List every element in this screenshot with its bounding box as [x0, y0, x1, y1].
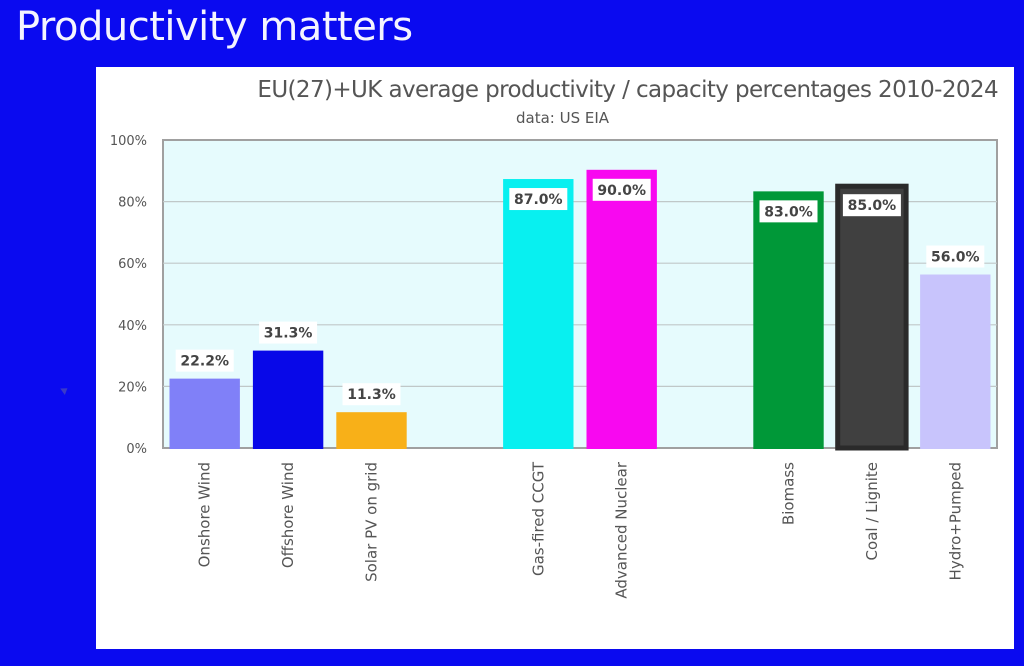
y-tick-label: 80% [118, 196, 147, 211]
data-label-box [259, 321, 318, 344]
y-tick-label: 40% [118, 319, 147, 334]
data-label-box [509, 188, 568, 211]
x-category-label: Solar PV on grid [363, 462, 381, 582]
bar [503, 179, 574, 449]
data-label-box [342, 383, 401, 406]
bar [753, 191, 824, 449]
chart-subtitle: data: US EIA [516, 109, 610, 127]
x-category-label: Onshore Wind [196, 462, 214, 567]
data-label: 11.3% [347, 387, 396, 403]
bar [252, 350, 324, 450]
x-category-label: Coal / Lignite [863, 462, 881, 560]
bar [169, 378, 240, 449]
x-category-label: Hydro+Pumped [946, 462, 964, 580]
data-label: 87.0% [514, 192, 563, 208]
x-category-label: Offshore Wind [279, 462, 297, 568]
bar [835, 183, 909, 451]
x-category-label: Advanced Nuclear [613, 461, 631, 598]
data-label-box [759, 200, 818, 223]
data-label-box [592, 178, 651, 201]
data-label: 90.0% [597, 183, 646, 199]
data-label: 85.0% [848, 198, 897, 214]
y-tick-label: 20% [118, 380, 147, 395]
data-label-box [926, 245, 985, 268]
data-label: 56.0% [931, 250, 980, 266]
x-category-label: Biomass [780, 462, 798, 525]
chart-panel: EU(27)+UK average productivity / capacit… [96, 67, 1014, 649]
data-label-box [175, 349, 234, 372]
slide-title: Productivity matters [16, 4, 413, 50]
bar [336, 412, 407, 450]
y-tick-label: 0% [126, 442, 147, 457]
y-tick-label: 100% [110, 134, 147, 149]
y-tick-label: 60% [118, 257, 147, 272]
mouse-cursor-icon [60, 385, 70, 395]
data-label: 31.3% [264, 326, 313, 342]
x-category-label: Gas-fired CCGT [529, 461, 547, 576]
bar [920, 274, 991, 449]
data-label: 22.2% [180, 354, 229, 370]
data-label: 83.0% [764, 204, 813, 220]
bar-chart: 0% 20% 40% 60% 80% 100% 22.2% Onshore Wind 31.3%… [110, 134, 998, 599]
bar [586, 169, 657, 450]
data-label-box [842, 194, 901, 217]
chart-title: EU(27)+UK average productivity / capacit… [257, 77, 998, 103]
